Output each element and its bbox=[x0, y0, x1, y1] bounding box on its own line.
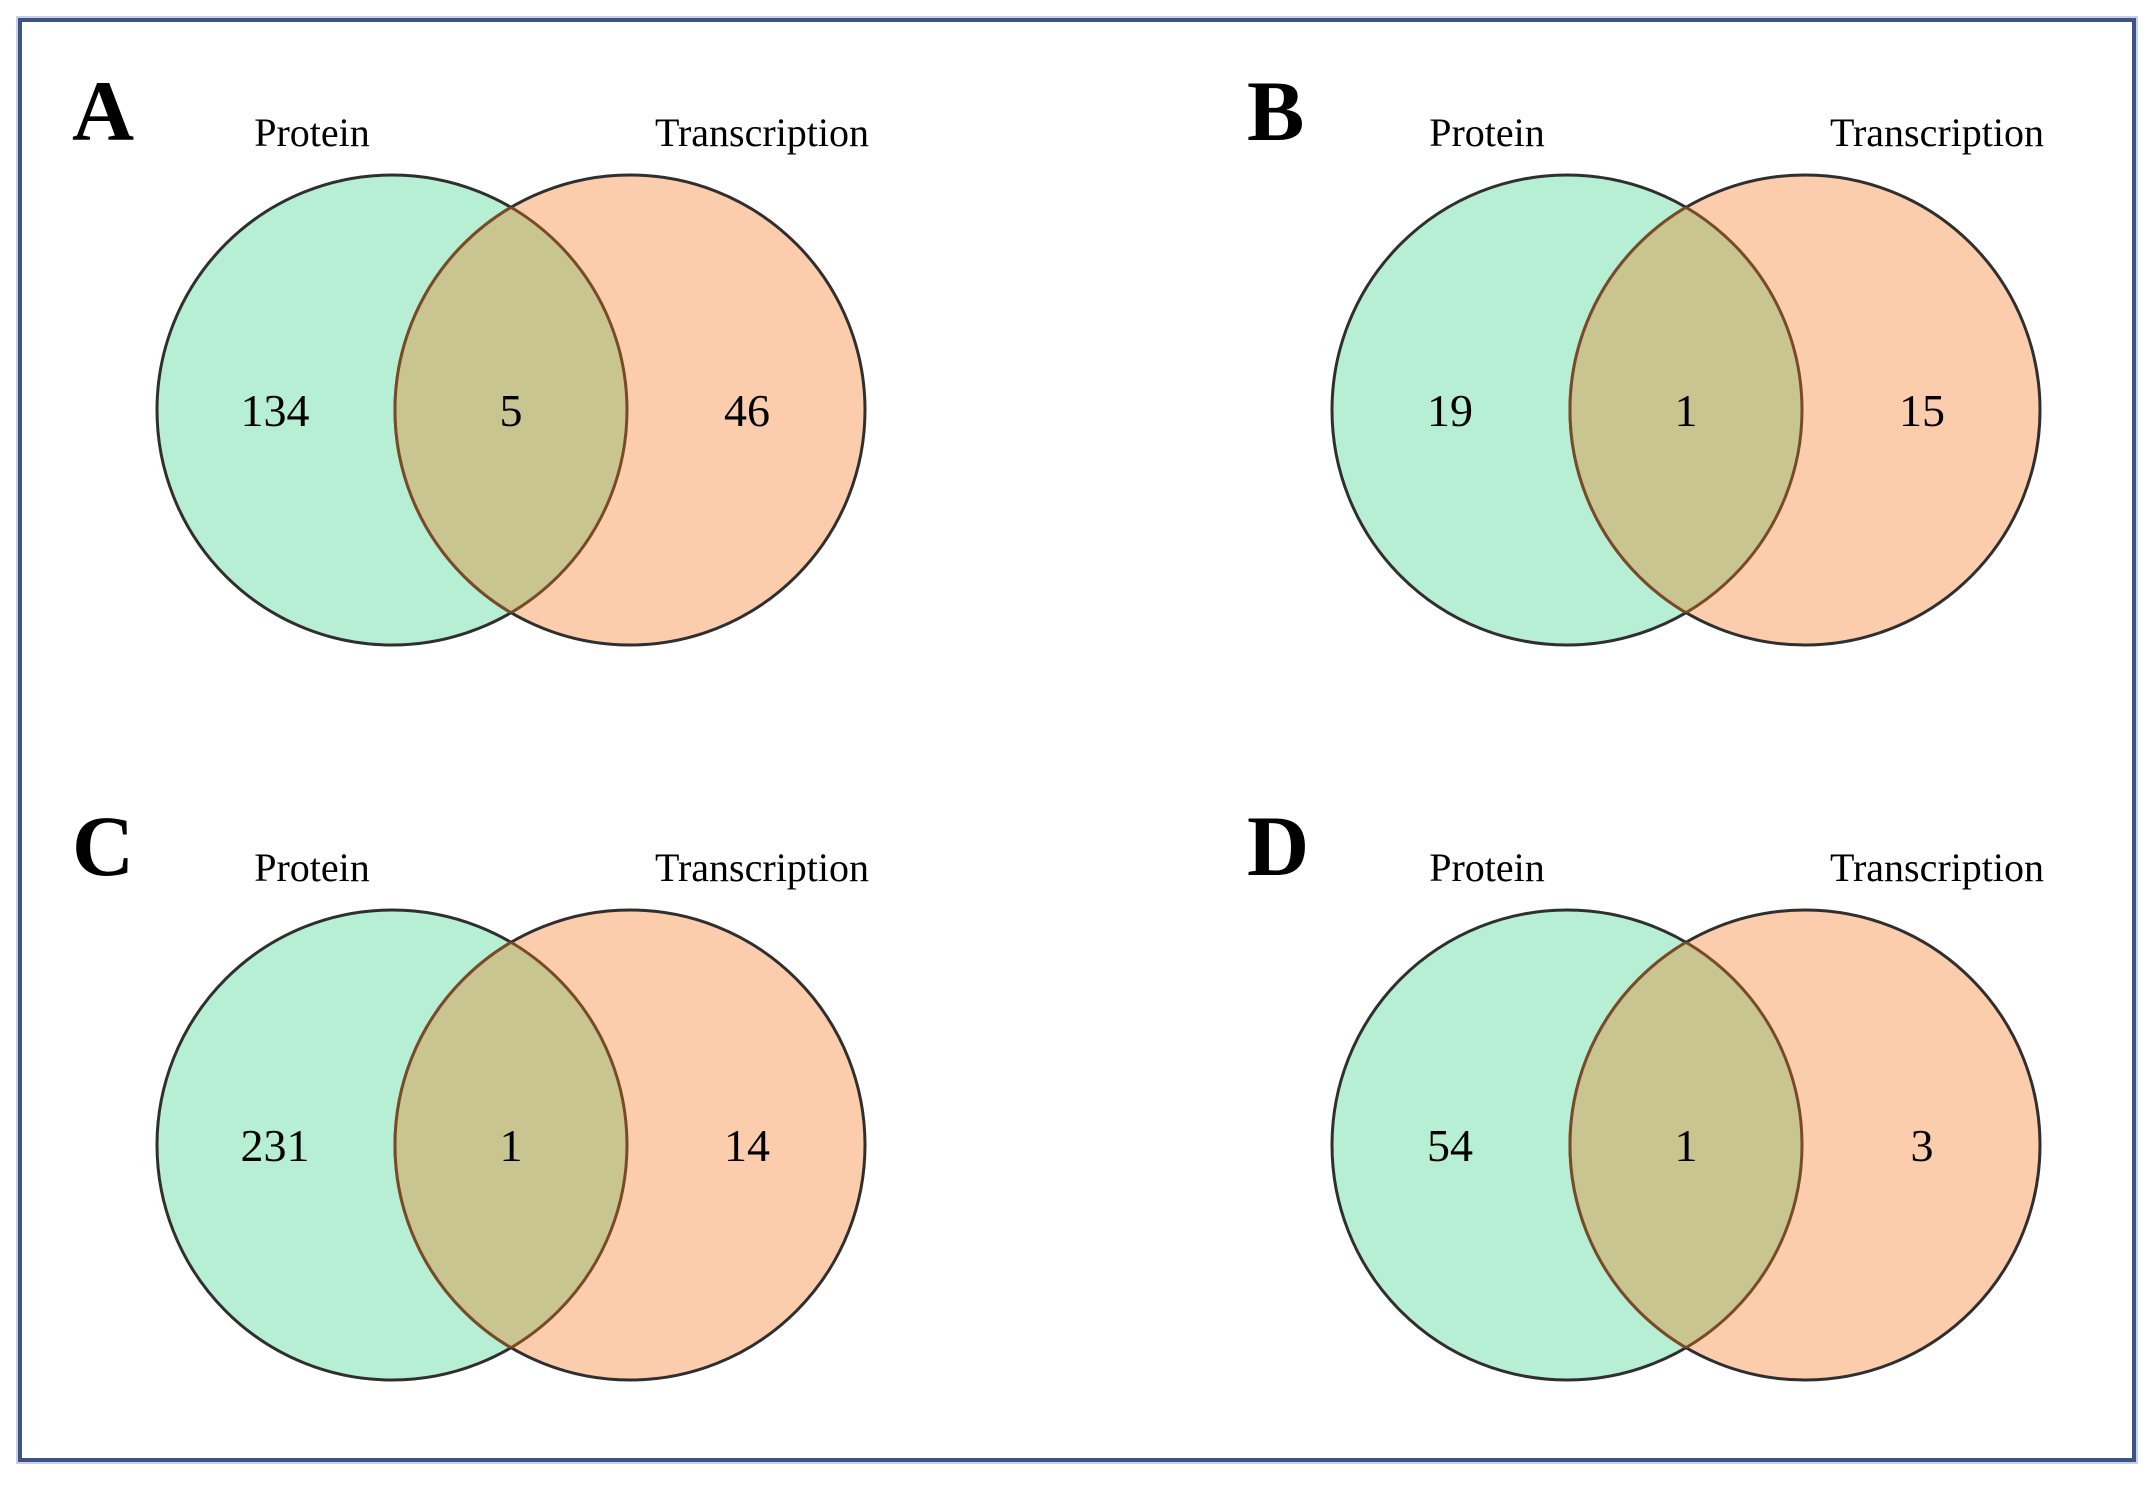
protein-only-count: 231 bbox=[241, 1120, 310, 1171]
protein-only-count: 19 bbox=[1427, 385, 1473, 436]
panel-a: A Protein Transcription 134 5 46 bbox=[52, 42, 1052, 742]
figure-border: A Protein Transcription 134 5 46 B Protein Tran… bbox=[18, 18, 2136, 1462]
overlap-left-arc bbox=[1568, 910, 1802, 1380]
transcription-set-label: Transcription bbox=[655, 845, 869, 890]
panel-label: B bbox=[1247, 63, 1304, 159]
overlap-count: 1 bbox=[1675, 385, 1698, 436]
overlap-left-arc bbox=[1568, 175, 1802, 645]
transcription-set-label: Transcription bbox=[655, 110, 869, 155]
overlap-region bbox=[395, 175, 629, 645]
transcription-only-count: 46 bbox=[724, 385, 770, 436]
overlap-count: 1 bbox=[500, 1120, 523, 1171]
panel-label: C bbox=[72, 798, 134, 894]
protein-set-label: Protein bbox=[254, 845, 370, 890]
overlap-region bbox=[395, 910, 629, 1380]
transcription-only-count: 14 bbox=[724, 1120, 770, 1171]
protein-only-count: 134 bbox=[241, 385, 310, 436]
protein-set-label: Protein bbox=[1429, 110, 1545, 155]
overlap-left-arc bbox=[393, 175, 627, 645]
overlap-count: 5 bbox=[500, 385, 523, 436]
protein-only-count: 54 bbox=[1427, 1120, 1473, 1171]
overlap-count: 1 bbox=[1675, 1120, 1698, 1171]
transcription-set-label: Transcription bbox=[1830, 110, 2044, 155]
venn-diagram-c: C Protein Transcription 231 1 14 bbox=[72, 798, 869, 1382]
overlap-region bbox=[1570, 910, 1804, 1380]
protein-set-label: Protein bbox=[254, 110, 370, 155]
venn-diagram-b: B Protein Transcription 19 1 15 bbox=[1247, 63, 2044, 647]
overlap-region bbox=[1570, 175, 1804, 645]
overlap-left-arc bbox=[393, 910, 627, 1380]
transcription-set-label: Transcription bbox=[1830, 845, 2044, 890]
venn-diagram-d: D Protein Transcription 54 1 3 bbox=[1247, 798, 2044, 1382]
venn-diagram-a: A Protein Transcription 134 5 46 bbox=[72, 63, 869, 647]
panel-label: D bbox=[1247, 798, 1309, 894]
transcription-only-count: 3 bbox=[1911, 1120, 1934, 1171]
panel-b: B Protein Transcription 19 1 15 bbox=[1227, 42, 2154, 742]
transcription-only-count: 15 bbox=[1899, 385, 1945, 436]
panel-label: A bbox=[72, 63, 134, 159]
panel-c: C Protein Transcription 231 1 14 bbox=[52, 777, 1052, 1477]
panel-d: D Protein Transcription 54 1 3 bbox=[1227, 777, 2154, 1477]
protein-set-label: Protein bbox=[1429, 845, 1545, 890]
